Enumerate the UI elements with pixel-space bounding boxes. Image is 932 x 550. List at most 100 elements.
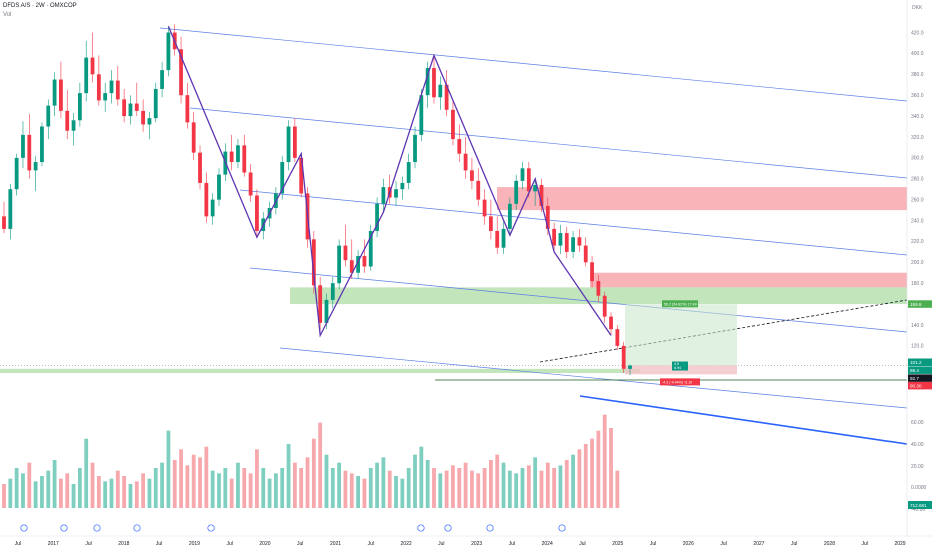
volume-bar [223,468,228,508]
time-tick-label: Jul [720,541,726,547]
candle-body [590,262,594,282]
volume-tick-label: 60.00 [911,420,924,426]
zigzag-pattern [167,26,612,338]
volume-bar [577,449,582,508]
candle-body [533,185,538,192]
candle-body [545,205,550,229]
volume-bar [356,476,360,508]
volume-bar [115,470,120,508]
volume-bar [375,462,379,508]
volume-bar [482,468,487,508]
price-badge: 98.4 [910,368,919,373]
volume-bar [571,454,575,508]
channel-line-1 [189,107,908,179]
volume-bar [463,462,468,508]
volume-bar [299,468,304,508]
price-tick-label: 380.0 [911,72,924,78]
candle-body [198,152,202,183]
candle-body [134,103,139,111]
volume-bar [210,470,215,508]
volume-bar [368,468,373,508]
volume-bar [261,468,266,508]
candle-body [255,195,259,231]
event-marker-5 [417,524,425,532]
price-tick-label: 340.0 [911,114,924,120]
time-tick-label: 2020 [259,541,270,547]
volume-bar [59,478,63,508]
candle-body [21,134,25,158]
candle-body [318,285,323,323]
volume-bar [451,465,455,508]
volume-bar [122,476,127,508]
candle-body [583,245,588,263]
time-tick-label: 2017 [48,541,59,547]
volume-bar [52,460,57,508]
candle-body [96,74,101,101]
chart-title: DFDS A/S · 2W · OMXCOP [3,3,77,9]
volume-bar [236,462,240,508]
volume-bar [438,473,443,508]
price-badge-bg [908,374,932,382]
currency-label: DKK [912,5,923,11]
candle-body [236,145,240,163]
candle-body [59,79,63,111]
volume-bar [128,484,133,508]
price-tick-label: 220.0 [911,239,924,245]
candle-body [362,256,367,267]
event-marker-6 [444,524,452,532]
candle-body [27,134,32,171]
volume-bar [387,470,392,508]
candle-body [217,174,221,200]
channel-line-3 [249,267,908,333]
event-marker-0 [20,524,28,532]
volume-bar [609,428,613,508]
target-area [625,304,737,366]
volume-bar [558,465,563,508]
time-tick-label: Jul [226,541,232,547]
candle-body [52,79,57,106]
volume-bar [153,468,158,508]
volume-bar [248,473,253,508]
price-tick-label: 320.0 [911,135,924,141]
long-position-box[interactable]: 56.2 (54.82%) 17.49 4.56.94 -4.3 (-4.44%) … [625,300,737,386]
volume-bar [172,460,177,508]
candle-body [229,151,234,163]
candle-body [109,80,114,94]
stop-label: -4.3 (-4.44%) -5.10 [662,380,692,384]
candle-body [33,162,38,171]
candle-body [368,230,373,267]
event-marker-8 [558,524,566,532]
volume-bar [305,457,310,508]
zone-resistance-1 [590,272,907,288]
volume-bar [198,457,202,508]
candle-body [564,233,569,252]
candle-body [438,84,443,98]
candle-body [470,170,474,181]
time-tick-label: 2023 [471,541,482,547]
candle-body [526,168,531,192]
candle-body [84,57,89,94]
volume-bar [185,465,190,508]
candle-body [425,68,430,96]
volume-bar [40,476,44,508]
candle-body [615,329,620,346]
candle-body [128,103,133,117]
zone-resistance-0 [497,187,907,211]
volume-bar [526,465,531,508]
volume-bar [400,478,405,508]
price-tick-label: 300.0 [911,156,924,162]
price-badge: 159.8 [910,302,922,307]
volume-bar [267,478,272,508]
candle-body [406,162,411,183]
candle-body [299,157,304,194]
price-badge-bg [908,381,932,390]
volume-bar [381,457,386,508]
volume-bars [2,414,620,532]
candle-body [400,182,405,190]
volume-bar [596,430,601,508]
price-tick-label: 360.0 [911,93,924,99]
volume-bar [77,468,82,508]
volume-value: 712.681 [910,503,927,508]
candle-body [77,93,82,121]
